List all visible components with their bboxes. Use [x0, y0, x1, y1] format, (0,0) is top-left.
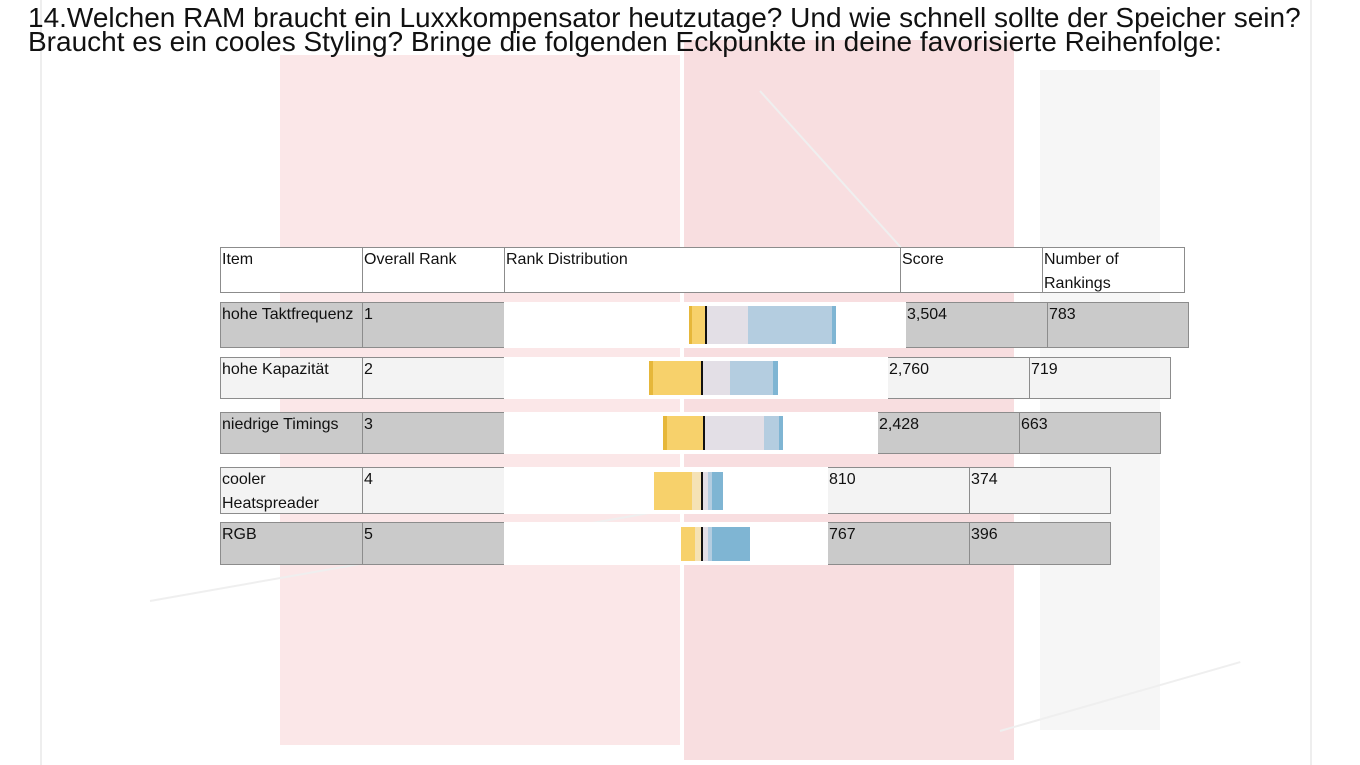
distribution-midline	[703, 416, 705, 450]
distribution-segment	[654, 472, 692, 510]
background-panel	[684, 40, 1014, 760]
item-cell: niedrige Timings	[220, 412, 363, 454]
distribution-midline	[701, 361, 703, 395]
rank-cell: 1	[362, 302, 505, 348]
distribution-segment	[712, 527, 750, 561]
distribution-segment	[748, 306, 832, 344]
item-cell: hohe Taktfrequenz	[220, 302, 363, 348]
distribution-segment	[703, 472, 708, 510]
background-line	[40, 0, 42, 765]
distribution-segment	[712, 472, 723, 510]
distribution-segment	[667, 416, 703, 450]
score-cell: 2,760	[887, 357, 1030, 399]
background-line	[1310, 0, 1312, 765]
item-cell: cooler Heatspreader	[220, 467, 363, 514]
distribution-segment	[773, 361, 778, 395]
score-cell: 3,504	[905, 302, 1048, 348]
rank-distribution-bar	[504, 412, 878, 454]
distribution-segment	[779, 416, 783, 450]
distribution-segment	[649, 361, 653, 395]
distribution-segment	[689, 306, 692, 344]
distribution-segment	[703, 361, 730, 395]
score-cell: 2,428	[877, 412, 1020, 454]
background-panel	[1040, 70, 1160, 730]
rank-distribution-bar	[504, 357, 888, 399]
rank-distribution-bar	[504, 522, 828, 565]
distribution-segment	[703, 527, 708, 561]
rank-distribution-bar	[504, 467, 828, 514]
rank-cell: 3	[362, 412, 505, 454]
distribution-segment	[708, 527, 712, 561]
distribution-segment	[708, 472, 712, 510]
item-cell: RGB	[220, 522, 363, 565]
page-title: 14.Welchen RAM braucht ein Luxxkompensat…	[28, 2, 1301, 57]
distribution-segment	[695, 527, 701, 561]
distribution-segment	[692, 472, 701, 510]
distribution-midline	[701, 527, 703, 561]
distribution-segment	[764, 416, 779, 450]
distribution-segment	[681, 527, 695, 561]
rank-cell: 2	[362, 357, 505, 399]
distribution-midline	[705, 306, 707, 344]
rank-cell: 4	[362, 467, 505, 514]
header-number-of-rankings: Number of Rankings	[1042, 247, 1185, 293]
rank-cell: 5	[362, 522, 505, 565]
header-overall-rank: Overall Rank	[362, 247, 505, 293]
distribution-segment	[707, 306, 748, 344]
rankings-count-cell: 663	[1019, 412, 1161, 454]
item-cell: hohe Kapazität	[220, 357, 363, 399]
distribution-segment	[653, 361, 701, 395]
distribution-midline	[701, 472, 703, 510]
distribution-segment	[692, 306, 705, 344]
background-panel	[280, 55, 680, 745]
distribution-segment	[663, 416, 667, 450]
rankings-count-cell: 396	[969, 522, 1111, 565]
rankings-count-cell: 719	[1029, 357, 1171, 399]
distribution-segment	[832, 306, 836, 344]
score-cell: 810	[827, 467, 970, 514]
rank-distribution-bar	[504, 302, 906, 348]
distribution-segment	[730, 361, 773, 395]
rankings-count-cell: 783	[1047, 302, 1189, 348]
rankings-count-cell: 374	[969, 467, 1111, 514]
distribution-segment	[705, 416, 764, 450]
header-item: Item	[220, 247, 363, 293]
header-rank-distribution: Rank Distribution	[504, 247, 901, 293]
header-score: Score	[900, 247, 1043, 293]
score-cell: 767	[827, 522, 970, 565]
